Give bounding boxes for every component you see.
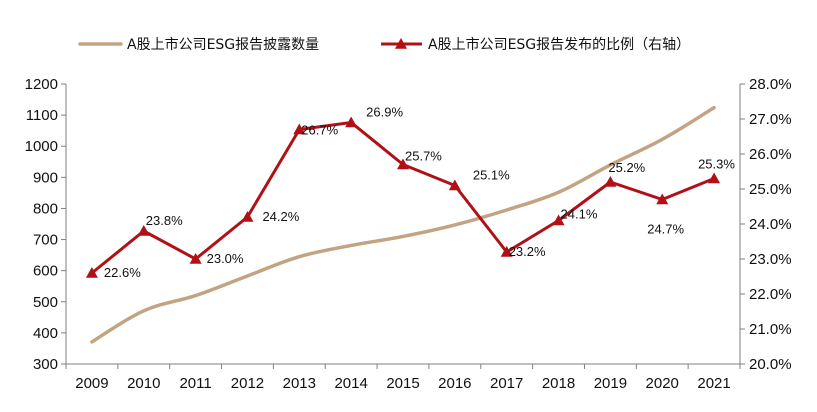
ratio-series-marker [448, 179, 461, 191]
ratio-data-label: 23.8% [146, 213, 183, 228]
left-y-tick-label: 700 [33, 232, 58, 249]
ratio-data-label: 22.6% [104, 265, 141, 280]
ratio-data-label: 26.7% [301, 123, 338, 138]
x-tick-label: 2013 [283, 375, 316, 392]
x-tick-label: 2018 [542, 375, 575, 392]
x-tick-label: 2014 [334, 375, 367, 392]
right-y-tick-label: 27.0% [749, 111, 792, 128]
right-y-tick-label: 23.0% [749, 251, 792, 268]
ratio-data-label: 24.2% [262, 209, 299, 224]
ratio-series-marker [189, 253, 202, 264]
right-y-tick-label: 26.0% [749, 146, 792, 163]
ratio-series-marker [397, 158, 409, 170]
left-y-tick-labels: 300 400 500 600 700 800 900 1000 1100 1200 [25, 76, 66, 373]
ratio-data-label: 23.2% [509, 244, 546, 259]
x-tick-label: 2020 [646, 375, 679, 392]
ratio-series-marker [656, 193, 669, 205]
left-y-tick-label: 1200 [25, 76, 58, 93]
right-y-tick-label: 21.0% [749, 321, 792, 338]
ratio-data-label: 25.2% [608, 160, 645, 175]
series-esg-report-ratio: 22.6% 23.8% 23.0% 24.2% 26.7% 26.9% 25.7% 25.1%… [85, 105, 735, 280]
x-tick-label: 2015 [386, 375, 419, 392]
ratio-data-label: 24.7% [647, 222, 684, 237]
right-y-tick-label: 20.0% [749, 356, 792, 373]
left-y-tick-label: 1100 [26, 107, 58, 124]
ratio-series-line [90, 121, 715, 275]
x-tick-labels: 2009 2010 2011 2012 2013 2014 2015 2016 2017 2018… [65, 364, 741, 392]
x-tick-label: 2010 [127, 375, 160, 392]
x-tick-label: 2016 [438, 375, 471, 392]
left-y-tick-label: 1000 [25, 138, 58, 155]
left-y-tick-label: 300 [33, 356, 58, 373]
ratio-series-marker [604, 176, 617, 187]
ratio-data-label: 23.0% [207, 251, 244, 266]
ratio-data-label: 24.1% [561, 207, 598, 222]
x-tick-label: 2011 [179, 375, 211, 392]
right-y-tick-label: 25.0% [749, 181, 792, 198]
x-tick-label: 2017 [490, 375, 523, 392]
legend: A股上市公司ESG报告披露数量 A股上市公司ESG报告发布的比例（右轴） [78, 36, 690, 53]
ratio-series-marker [345, 116, 358, 128]
legend-marker-ratio [395, 38, 407, 49]
ratio-series-marker [552, 214, 565, 226]
x-tick-label: 2009 [75, 375, 108, 392]
left-y-tick-label: 400 [33, 325, 58, 342]
count-series-line [90, 105, 716, 344]
legend-label-count: A股上市公司ESG报告披露数量 [127, 36, 319, 53]
legend-label-ratio: A股上市公司ESG报告发布的比例（右轴） [428, 36, 690, 53]
left-y-tick-label: 900 [33, 169, 58, 186]
right-y-tick-label: 24.0% [749, 216, 792, 233]
ratio-data-label: 25.7% [405, 149, 442, 164]
right-y-tick-label: 22.0% [749, 286, 792, 303]
x-tick-label: 2021 [697, 375, 730, 392]
left-y-tick-label: 600 [33, 263, 58, 280]
ratio-series-marker [708, 172, 721, 184]
right-y-tick-label: 28.0% [749, 76, 792, 93]
left-y-tick-label: 800 [33, 200, 58, 217]
ratio-series-marker [293, 123, 306, 135]
series-esg-report-count [90, 105, 716, 344]
ratio-series-marker [85, 267, 98, 278]
ratio-data-label: 25.1% [473, 168, 510, 183]
ratio-series-marker [241, 211, 254, 222]
right-y-tick-labels: 20.0% 21.0% 22.0% 23.0% 24.0% 25.0% 26.0% 27.0%… [740, 76, 792, 373]
ratio-series-marker [500, 246, 513, 257]
ratio-data-label: 26.9% [366, 105, 403, 120]
x-tick-label: 2012 [231, 375, 264, 392]
x-tick-label: 2019 [594, 375, 627, 392]
left-y-tick-label: 500 [33, 294, 58, 311]
ratio-data-label: 25.3% [698, 157, 735, 172]
ratio-series-marker [137, 225, 150, 236]
